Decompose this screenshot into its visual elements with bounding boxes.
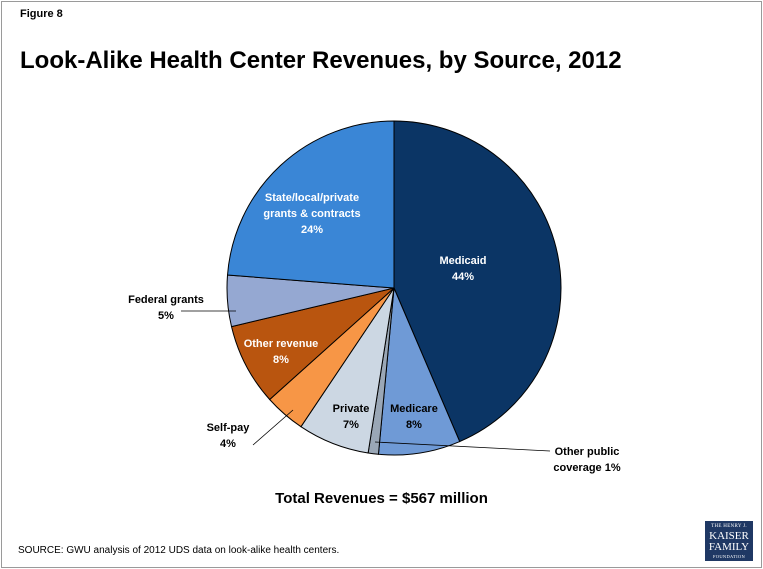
slice-label-federal-grants: Federal grants 5% <box>128 294 204 322</box>
leader-line-self-pay <box>252 409 294 446</box>
slice-state-local-private-grants-contracts <box>226 120 395 289</box>
slice-medicaid <box>393 120 562 443</box>
slice-label-state-local-private-grants-contracts: State/local/private grants & contracts 24% <box>263 192 360 236</box>
slice-label-self-pay: Self-pay 4% <box>207 422 251 450</box>
slice-label-private: Private 7% <box>333 403 370 431</box>
chart-title: Look-Alike Health Center Revenues, by So… <box>20 47 622 74</box>
logo-line-1: THE HENRY J. <box>711 524 747 529</box>
figure-label: Figure 8 <box>20 8 63 20</box>
slice-label-other-revenue: Other revenue 8% <box>244 338 319 366</box>
slice-label-medicaid: Medicaid 44% <box>439 255 486 283</box>
logo-line-3: FAMILY <box>708 541 750 553</box>
logo-line-4: FOUNDATION <box>713 554 745 559</box>
kff-logo: THE HENRY J. KAISER FAMILY FOUNDATION <box>705 521 753 561</box>
source-note: SOURCE: GWU analysis of 2012 UDS data on… <box>18 545 340 556</box>
slice-label-other-public-coverage-1: Other public coverage 1% <box>553 446 620 474</box>
leader-line-other-public-coverage-1 <box>374 441 551 452</box>
logo-line-2: KAISER <box>709 530 749 542</box>
total-revenues-label: Total Revenues = $567 million <box>275 490 488 507</box>
slice-label-medicare: Medicare 8% <box>390 403 438 431</box>
